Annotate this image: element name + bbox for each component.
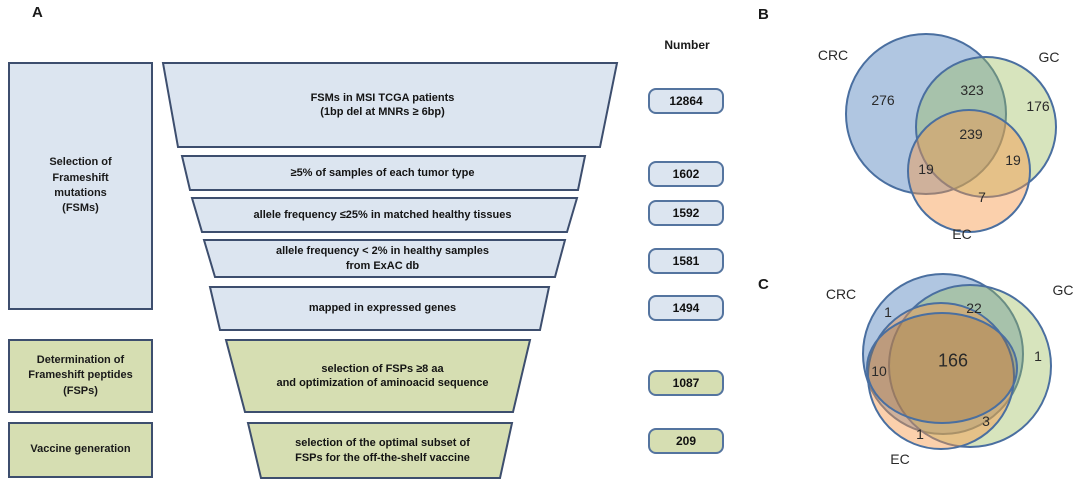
funnel-step-7-text: selection of the optimal subset of FSPs …: [295, 437, 470, 464]
venn-c-ec-label: EC: [890, 451, 910, 467]
number-box-step-2: 1602: [648, 161, 724, 187]
venn-c-crc-gc-value: 22: [966, 300, 982, 316]
number-box-step-1: 12864: [648, 88, 724, 114]
venn-b-ec-only-value: 7: [978, 189, 986, 205]
stage-box-fsm-selection: Selection of Frameshift mutations (FSMs): [8, 62, 153, 310]
venn-c-center-region: [866, 312, 1018, 424]
venn-c-gc-ec-value: 3: [982, 413, 990, 429]
stage-box-fsp-determination-label: Determination of Frameshift peptides (FS…: [28, 353, 133, 397]
venn-b-ec-circle: [907, 109, 1031, 233]
funnel-step-7-shape: [246, 422, 514, 479]
venn-b-gc-ec-value: 19: [1005, 152, 1021, 168]
number-box-step-4: 1581: [648, 248, 724, 274]
stage-box-fsm-selection-label: Selection of Frameshift mutations (FSMs): [49, 156, 112, 215]
funnel-step-1-shape: [161, 62, 619, 148]
venn-c-gc-circle: [888, 284, 1052, 448]
funnel-step-4-shape: [202, 239, 567, 278]
venn-b-crc-circle: [845, 33, 1007, 195]
venn-c-gc-only-value: 1: [1034, 348, 1042, 364]
funnel-step-3-text: allele frequency ≤25% in matched healthy…: [253, 208, 512, 221]
venn-b: [845, 33, 1057, 233]
funnel-step-5-text: mapped in expressed genes: [308, 302, 457, 315]
panel-c-letter: C: [758, 276, 769, 293]
venn-b-crc-ec-value: 19: [918, 161, 934, 177]
venn-c-ec-only-value: 1: [916, 426, 924, 442]
funnel-step-6-text: selection of FSPs ≥8 aa and optimization…: [276, 362, 489, 389]
venn-c-crc-ec-value: 10: [871, 363, 887, 379]
venn-c-crc-label: CRC: [825, 286, 857, 302]
venn-b-crc-label: CRC: [817, 47, 849, 63]
stage-box-fsp-determination: Determination of Frameshift peptides (FS…: [8, 339, 153, 413]
panel-b-letter: B: [758, 6, 769, 23]
number-box-step-7: 209: [648, 428, 724, 454]
stage-box-vaccine-generation-label: Vaccine generation: [30, 443, 131, 456]
venn-b-crc-gc-value: 323: [960, 82, 984, 98]
venn-c: [862, 273, 1052, 450]
number-column-header: Number: [664, 38, 710, 52]
venn-b-crc-only-value: 276: [871, 92, 895, 108]
funnel-step-5-shape: [208, 286, 551, 331]
number-box-step-6: 1087: [648, 370, 724, 396]
venn-c-crc-only-value: 1: [884, 304, 892, 320]
venn-b-center-value: 239: [959, 126, 983, 142]
venn-c-center-value: 166: [937, 350, 969, 371]
venn-c-gc-label: GC: [1052, 282, 1074, 298]
venn-b-gc-only-value: 176: [1026, 98, 1050, 114]
funnel-step-1-text: FSMs in MSI TCGA patients (1bp del at MN…: [310, 91, 455, 118]
funnel-step-6-shape: [224, 339, 532, 413]
venn-b-ec-label: EC: [952, 226, 972, 242]
number-box-step-5: 1494: [648, 295, 724, 321]
panel-a-letter: A: [32, 4, 43, 21]
stage-box-vaccine-generation: Vaccine generation: [8, 422, 153, 478]
venn-b-gc-circle: [915, 56, 1057, 198]
number-box-step-3: 1592: [648, 200, 724, 226]
funnel-step-4-text: allele frequency < 2% in healthy samples…: [275, 245, 490, 272]
funnel-step-2-text: ≥5% of samples of each tumor type: [290, 166, 475, 179]
funnel-step-2-shape: [180, 155, 587, 191]
funnel-step-3-shape: [190, 197, 579, 233]
venn-b-gc-label: GC: [1038, 49, 1060, 65]
